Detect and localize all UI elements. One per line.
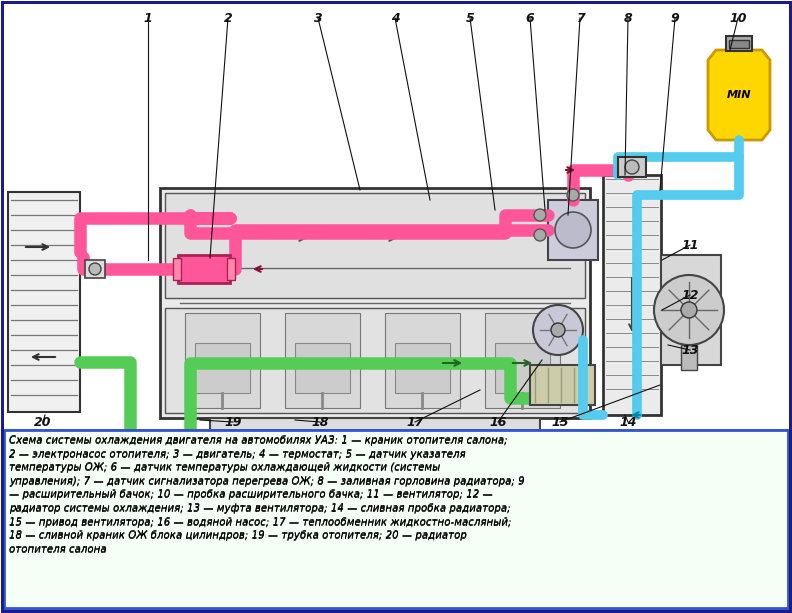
Bar — [185, 313, 260, 408]
Bar — [8, 192, 80, 412]
Circle shape — [625, 160, 639, 174]
Text: 20: 20 — [34, 416, 51, 428]
Text: 7: 7 — [576, 12, 584, 25]
Circle shape — [534, 209, 546, 221]
Text: 15: 15 — [551, 416, 569, 428]
Text: 11: 11 — [681, 238, 699, 251]
Bar — [729, 40, 749, 48]
Bar — [395, 343, 450, 393]
Polygon shape — [708, 50, 770, 140]
Text: 19: 19 — [224, 416, 242, 428]
Bar — [165, 308, 585, 413]
Bar — [661, 255, 721, 365]
Text: 9: 9 — [671, 12, 680, 25]
Bar — [495, 343, 550, 393]
Text: 12: 12 — [681, 289, 699, 302]
Bar — [530, 365, 595, 405]
Text: 16: 16 — [489, 416, 507, 428]
Bar — [603, 175, 661, 415]
Bar — [178, 255, 230, 283]
Text: 2: 2 — [223, 12, 232, 25]
Text: MIN: MIN — [727, 90, 752, 100]
Bar — [618, 157, 646, 177]
Bar — [4, 430, 788, 608]
Circle shape — [533, 305, 583, 355]
Text: 14: 14 — [619, 416, 637, 428]
Text: 18: 18 — [311, 416, 329, 428]
Bar — [485, 313, 560, 408]
Bar — [295, 343, 350, 393]
Circle shape — [654, 275, 724, 345]
Text: 6: 6 — [526, 12, 535, 25]
Bar — [285, 313, 360, 408]
Text: 3: 3 — [314, 12, 322, 25]
Bar — [548, 200, 598, 260]
Bar — [227, 258, 235, 280]
Text: Схема системы охлаждения двигателя на автомобилях УАЗ: 1 — краник отопителя сало: Схема системы охлаждения двигателя на ав… — [9, 436, 524, 555]
Bar — [4, 430, 788, 608]
Circle shape — [302, 450, 318, 466]
Bar — [165, 193, 585, 298]
Bar — [85, 260, 105, 278]
Circle shape — [567, 189, 579, 201]
Circle shape — [681, 302, 697, 318]
Polygon shape — [210, 418, 540, 468]
Text: Схема системы охлаждения двигателя на автомобилях УАЗ: 1 — краник отопителя сало: Схема системы охлаждения двигателя на ав… — [9, 435, 524, 554]
Text: 8: 8 — [623, 12, 632, 25]
Text: 1: 1 — [143, 12, 152, 25]
Bar — [385, 313, 460, 408]
Circle shape — [551, 323, 565, 337]
Bar — [173, 258, 181, 280]
Bar — [195, 343, 250, 393]
Circle shape — [89, 263, 101, 275]
Text: 17: 17 — [406, 416, 424, 428]
Text: 10: 10 — [729, 12, 747, 25]
Circle shape — [534, 229, 546, 241]
Bar — [160, 188, 590, 418]
Text: 5: 5 — [466, 12, 474, 25]
Text: 4: 4 — [390, 12, 399, 25]
Bar — [303, 466, 317, 480]
Bar — [681, 345, 697, 370]
Text: 13: 13 — [681, 343, 699, 357]
Circle shape — [555, 212, 591, 248]
Bar — [726, 36, 752, 51]
